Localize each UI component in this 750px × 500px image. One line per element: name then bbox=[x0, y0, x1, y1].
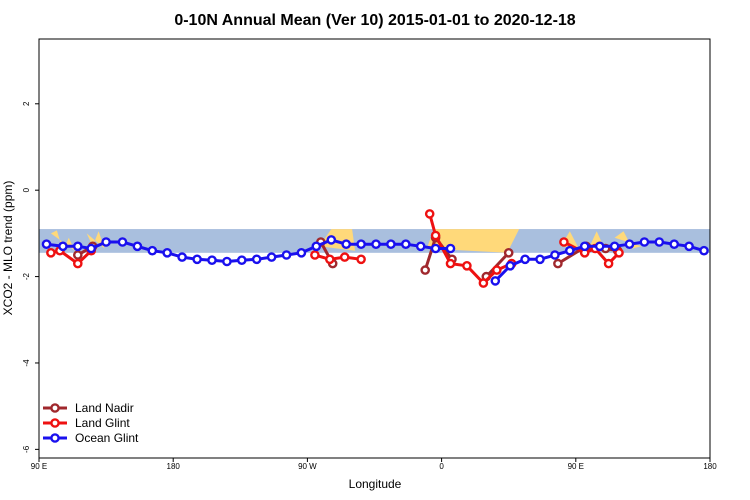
x-tick-label: 90 E bbox=[31, 462, 47, 471]
ocean-glint-point bbox=[684, 241, 694, 252]
legend-marker-land-nadir bbox=[50, 403, 60, 413]
ocean-glint-point bbox=[147, 245, 158, 256]
ocean-glint-point bbox=[565, 245, 575, 256]
ocean-glint-point bbox=[326, 235, 337, 245]
land-glint-point bbox=[356, 254, 366, 265]
land-glint-point bbox=[424, 209, 435, 219]
ocean-glint-point bbox=[162, 247, 172, 258]
ocean-glint-point bbox=[654, 237, 665, 247]
series-land-glint bbox=[46, 209, 624, 288]
x-axis-label: Longitude bbox=[349, 477, 402, 491]
plot-frame bbox=[38, 38, 711, 459]
ocean-glint-point bbox=[386, 239, 396, 249]
y-axis: 2 0 -2 -4 -6 bbox=[22, 101, 39, 453]
ocean-glint-point bbox=[445, 243, 456, 254]
land-glint-point bbox=[614, 247, 624, 258]
ocean-glint-point bbox=[415, 241, 426, 252]
ocean-glint-point bbox=[86, 243, 96, 254]
x-tick-label: 180 bbox=[703, 462, 717, 471]
ocean-glint-point bbox=[639, 237, 650, 247]
ocean-glint-point bbox=[251, 254, 262, 265]
land-glint-point bbox=[324, 254, 335, 265]
x-tick-label: 90 E bbox=[568, 462, 584, 471]
legend-marker-ocean-glint bbox=[50, 433, 60, 443]
y-tick-label: -4 bbox=[22, 359, 31, 367]
ocean-glint-point bbox=[669, 239, 680, 249]
land-nadir-point bbox=[503, 247, 514, 258]
ocean-glint-point bbox=[579, 241, 590, 252]
y-tick-label: -6 bbox=[22, 445, 31, 453]
x-tick-label: 90 W bbox=[298, 462, 317, 471]
ocean-glint-point bbox=[132, 241, 143, 252]
ocean-glint-point bbox=[73, 241, 83, 252]
ocean-glint-point bbox=[400, 239, 411, 249]
land-glint-point bbox=[339, 252, 350, 262]
ocean-glint-point bbox=[296, 247, 307, 258]
land-glint-point bbox=[559, 237, 569, 247]
ocean-glint-point bbox=[236, 255, 247, 266]
land-glint-point bbox=[310, 250, 320, 260]
ocean-glint-point bbox=[594, 241, 605, 252]
ocean-glint-point bbox=[699, 245, 709, 256]
ocean-glint-point bbox=[311, 241, 322, 252]
land-glint-line-2 bbox=[314, 253, 362, 261]
y-axis-label: XCO2 - MLO trend (ppm) bbox=[1, 181, 15, 316]
ocean-glint-point bbox=[490, 276, 501, 286]
ocean-glint-point bbox=[550, 250, 560, 260]
land-glint-point bbox=[491, 265, 502, 275]
series-ocean-glint bbox=[41, 235, 709, 286]
ocean-glint-line-1 bbox=[46, 238, 451, 263]
ocean-glint-point bbox=[430, 243, 441, 254]
ocean-glint-point bbox=[266, 252, 277, 262]
legend-label-ocean-glint: Ocean Glint bbox=[75, 431, 139, 445]
ocean-glint-point bbox=[192, 254, 202, 265]
y-tick-label: 2 bbox=[22, 101, 31, 106]
land-glint-point bbox=[73, 258, 83, 269]
ocean-glint-point bbox=[101, 237, 111, 247]
ocean-glint-point bbox=[609, 241, 620, 252]
legend-label-land-nadir: Land Nadir bbox=[75, 401, 134, 415]
x-axis: 90 E 180 90 W 0 90 E 180 bbox=[31, 458, 717, 471]
x-tick-label: 180 bbox=[167, 462, 181, 471]
land-nadir-point bbox=[420, 265, 431, 275]
land-nadir-point bbox=[553, 258, 563, 269]
ocean-glint-point bbox=[356, 239, 366, 249]
ocean-glint-point bbox=[505, 260, 516, 271]
land-nadir-line-4 bbox=[485, 251, 510, 278]
land-glint-point bbox=[462, 260, 472, 271]
land-glint-point bbox=[46, 247, 56, 258]
ocean-glint-point bbox=[58, 241, 68, 252]
ocean-glint-point bbox=[535, 254, 545, 265]
land-glint-point bbox=[445, 258, 456, 269]
land-nadir-point bbox=[73, 250, 83, 260]
land-glint-point bbox=[478, 278, 489, 288]
ocean-glint-point bbox=[41, 239, 52, 249]
ocean-glint-point bbox=[371, 239, 381, 249]
ocean-glint-point bbox=[624, 239, 635, 249]
land-glint-point bbox=[430, 230, 441, 241]
ocean-glint-point bbox=[207, 255, 217, 266]
x-tick-label: 0 bbox=[439, 462, 444, 471]
ocean-glint-point bbox=[281, 250, 292, 260]
ocean-glint-point bbox=[117, 237, 128, 247]
y-tick-label: 0 bbox=[22, 187, 31, 192]
ocean-glint-point bbox=[520, 254, 530, 265]
legend-label-land-glint: Land Glint bbox=[75, 416, 130, 430]
ocean-glint-point bbox=[177, 252, 187, 262]
legend-marker-land-glint bbox=[50, 418, 60, 428]
ocean-glint-point bbox=[341, 239, 352, 249]
land-glint-point bbox=[603, 258, 614, 269]
y-tick-label: -2 bbox=[22, 272, 31, 280]
plot-area bbox=[39, 209, 710, 288]
chart-title: 0-10N Annual Mean (Ver 10) 2015-01-01 to… bbox=[174, 12, 575, 29]
ocean-glint-point bbox=[222, 256, 232, 267]
